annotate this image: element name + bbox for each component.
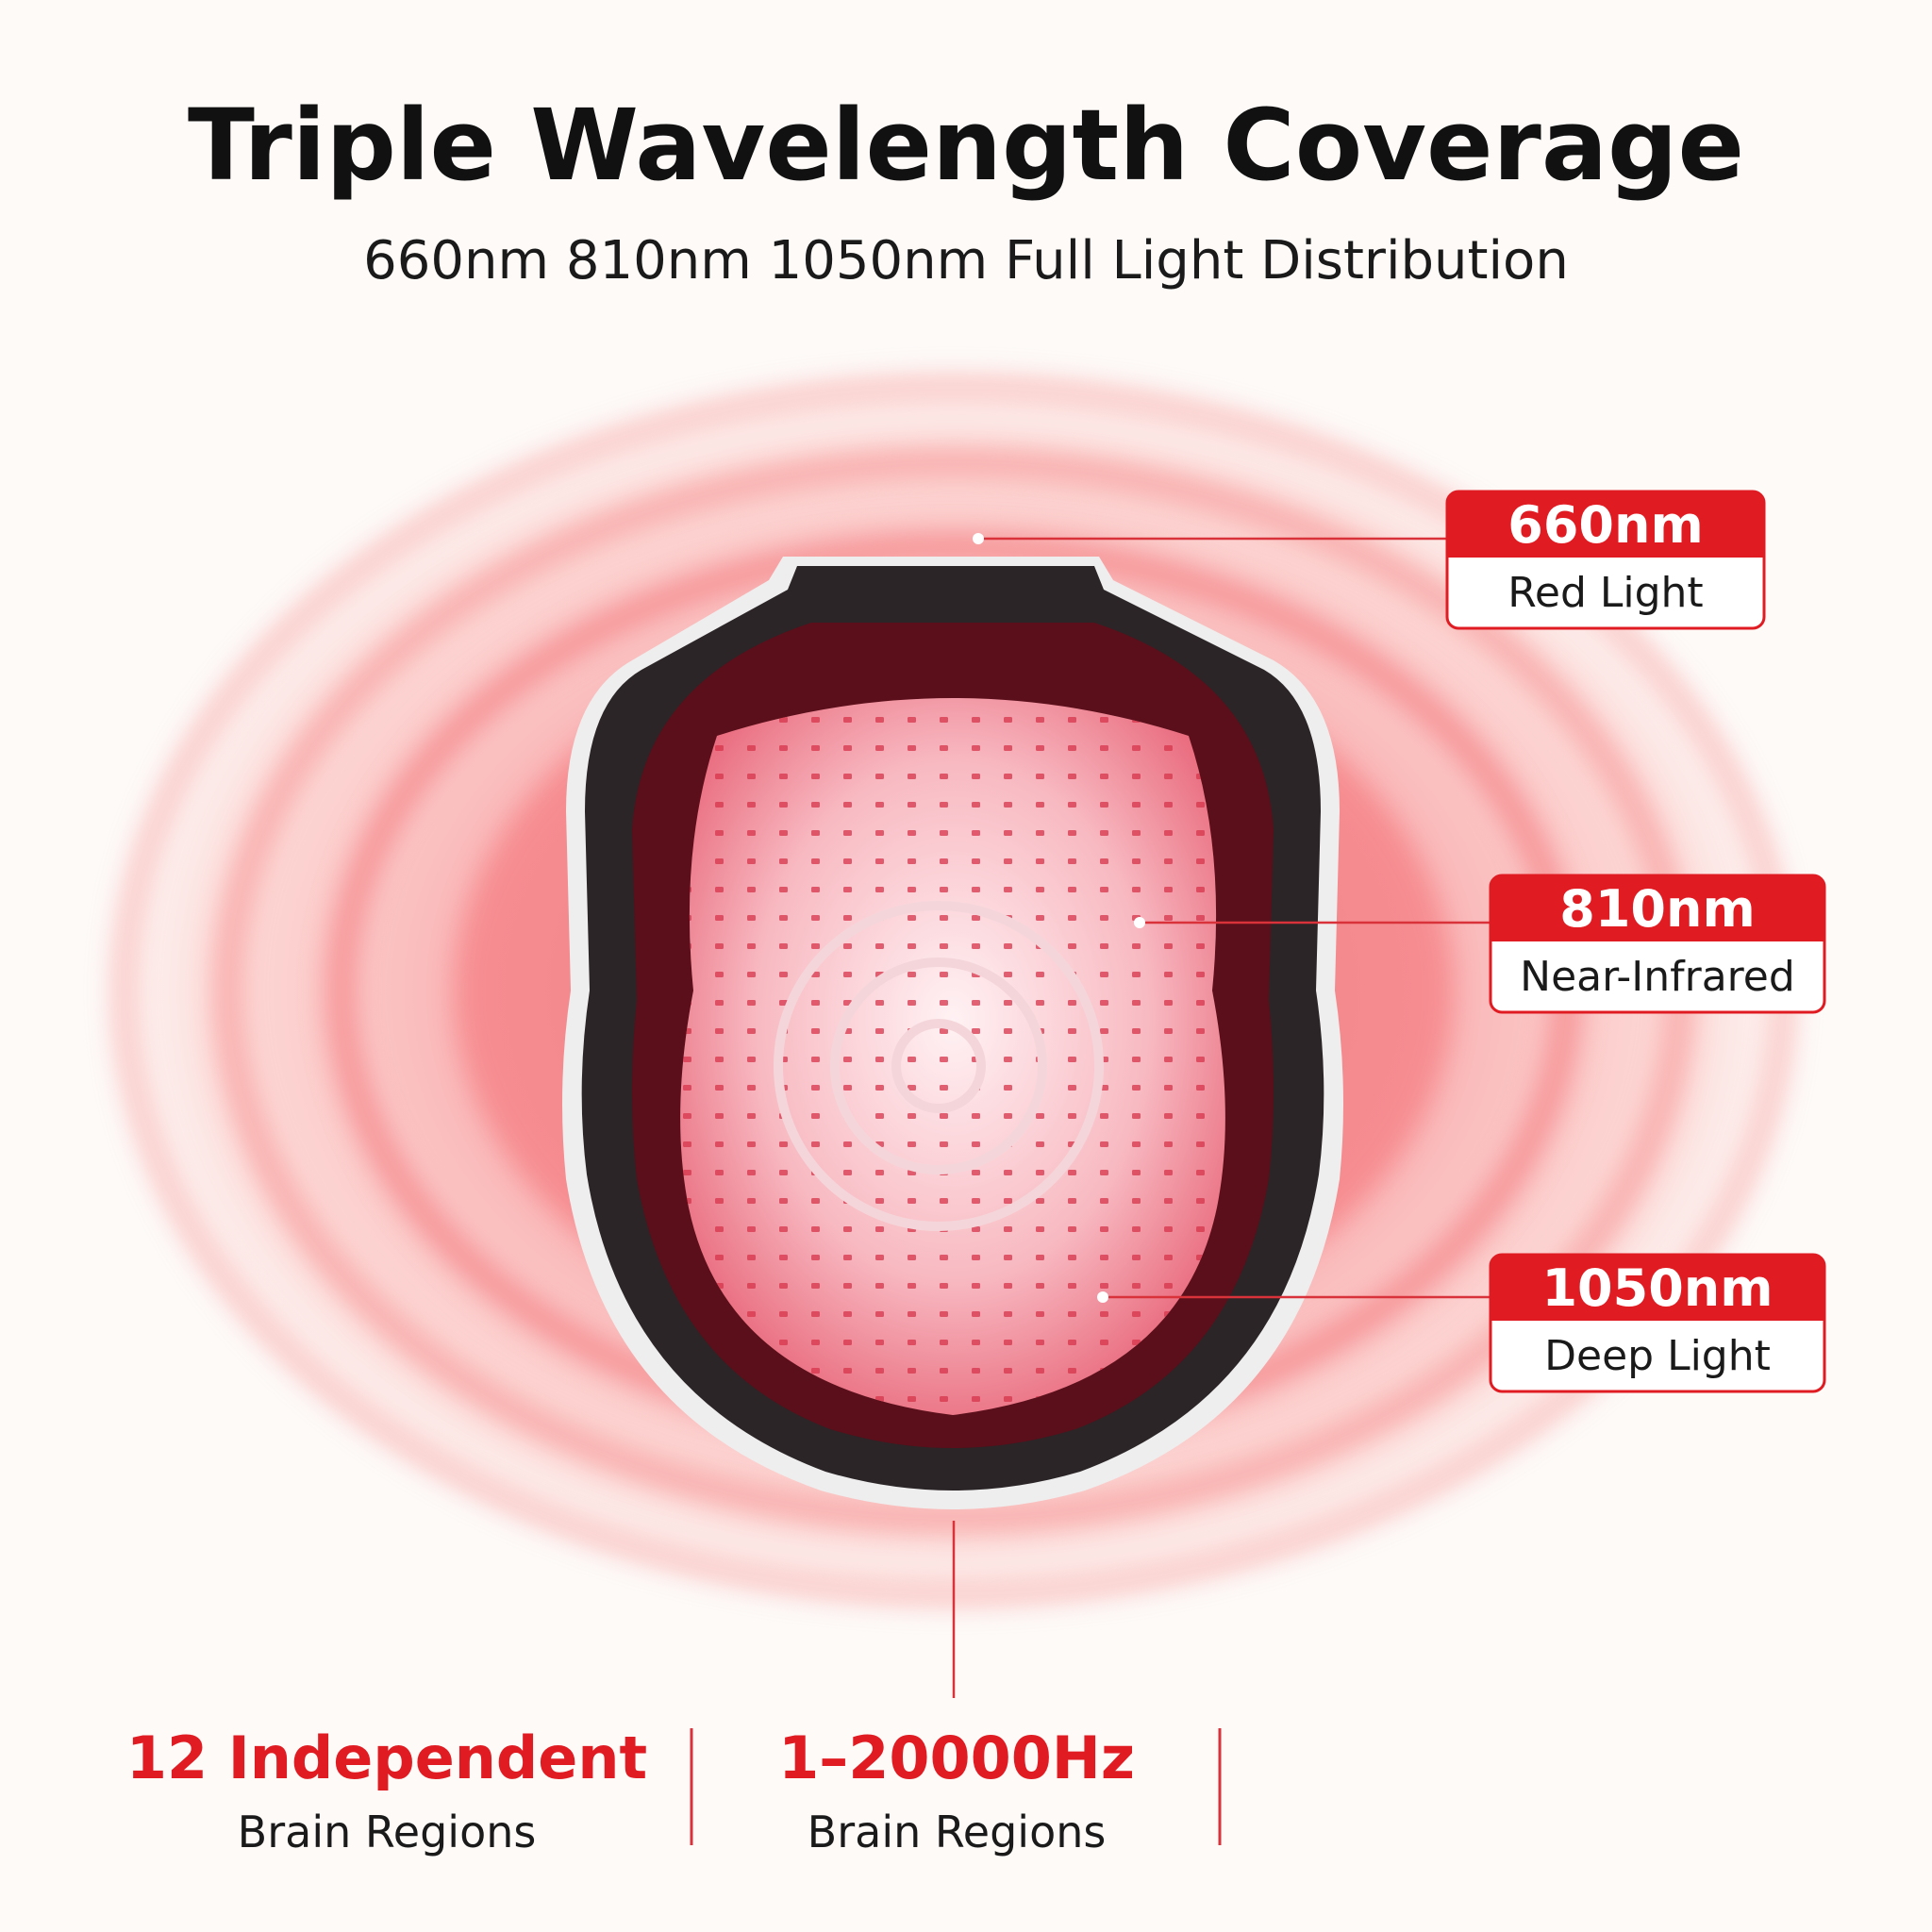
- callouts: 660nm Red Light 810nm Near-Infrared 1050nm De…: [1445, 490, 1826, 1393]
- subtitle: 660nm 810nm 1050nm Full Light Distributi…: [363, 230, 1569, 291]
- title: Triple Wavelength Coverage: [188, 88, 1744, 203]
- callout: 660nm Red Light: [1445, 490, 1766, 630]
- callout-wavelength: 660nm: [1507, 495, 1703, 555]
- callout-label: Red Light: [1507, 569, 1703, 617]
- callout: 810nm Near-Infrared: [1489, 874, 1826, 1014]
- callout-header: [1491, 875, 1824, 941]
- stat-value: 12 Independent: [126, 1724, 647, 1792]
- callout: 1050nm Deep Light: [1489, 1253, 1826, 1393]
- stat-value: 1–20000Hz: [778, 1724, 1135, 1792]
- stats: 12 Independent Brain Regions 1–20000Hz Brai…: [126, 1724, 1222, 1857]
- stat-label: Brain Regions: [808, 1807, 1107, 1857]
- helmet-image: [562, 557, 1343, 1509]
- callout-header: [1491, 1255, 1824, 1321]
- pointer-dot: [1097, 1291, 1108, 1303]
- stat-label: Brain Regions: [238, 1807, 537, 1857]
- callout-header: [1447, 491, 1764, 558]
- callout-wavelength: 1050nm: [1541, 1258, 1773, 1318]
- callout-wavelength: 810nm: [1559, 879, 1755, 939]
- pointer-dot: [1134, 917, 1145, 928]
- pointer-dot: [973, 533, 984, 544]
- callout-label: Deep Light: [1544, 1332, 1771, 1380]
- leader-lines: [952, 537, 1491, 1698]
- callout-label: Near-Infrared: [1520, 953, 1795, 1001]
